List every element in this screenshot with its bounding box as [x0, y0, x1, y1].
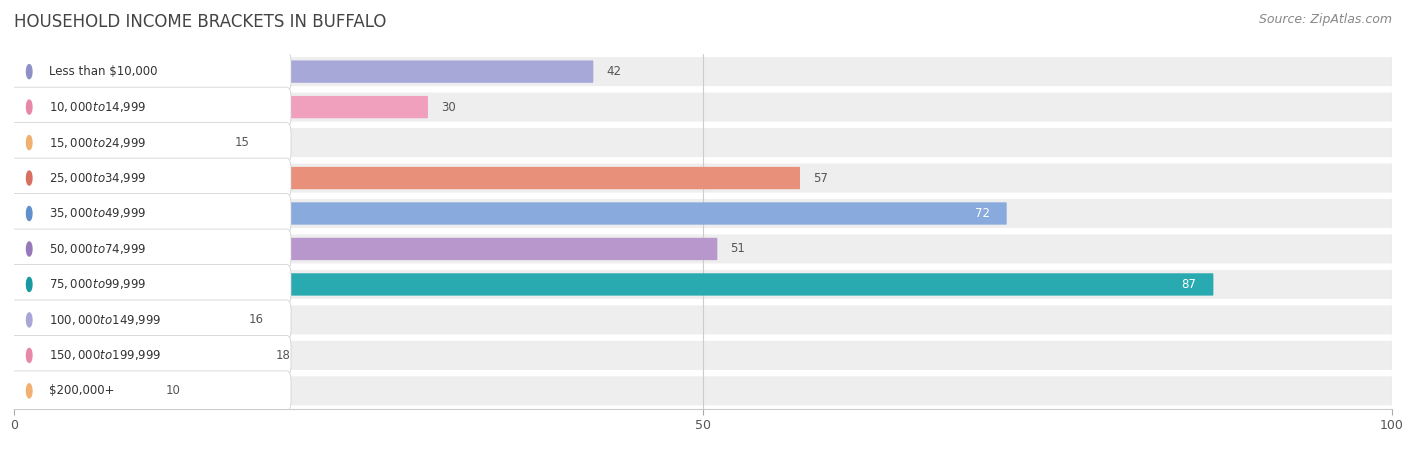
- FancyBboxPatch shape: [14, 167, 800, 189]
- FancyBboxPatch shape: [7, 335, 291, 375]
- FancyBboxPatch shape: [14, 234, 1392, 264]
- Text: 15: 15: [235, 136, 249, 149]
- FancyBboxPatch shape: [14, 96, 427, 118]
- Text: 16: 16: [249, 313, 263, 326]
- FancyBboxPatch shape: [14, 163, 1392, 193]
- FancyBboxPatch shape: [7, 158, 291, 198]
- FancyBboxPatch shape: [7, 264, 291, 304]
- FancyBboxPatch shape: [7, 87, 291, 127]
- Text: 87: 87: [1181, 278, 1197, 291]
- Circle shape: [27, 277, 32, 291]
- Text: 42: 42: [606, 65, 621, 78]
- FancyBboxPatch shape: [14, 92, 1392, 122]
- Text: $50,000 to $74,999: $50,000 to $74,999: [48, 242, 146, 256]
- Text: $15,000 to $24,999: $15,000 to $24,999: [48, 136, 146, 150]
- FancyBboxPatch shape: [14, 309, 235, 331]
- Text: HOUSEHOLD INCOME BRACKETS IN BUFFALO: HOUSEHOLD INCOME BRACKETS IN BUFFALO: [14, 13, 387, 31]
- FancyBboxPatch shape: [14, 132, 221, 154]
- Text: $200,000+: $200,000+: [48, 384, 114, 397]
- FancyBboxPatch shape: [7, 123, 291, 163]
- FancyBboxPatch shape: [14, 270, 1392, 299]
- Text: Source: ZipAtlas.com: Source: ZipAtlas.com: [1258, 13, 1392, 26]
- Circle shape: [27, 242, 32, 256]
- Text: 72: 72: [974, 207, 990, 220]
- FancyBboxPatch shape: [7, 194, 291, 233]
- Circle shape: [27, 100, 32, 114]
- Circle shape: [27, 313, 32, 327]
- FancyBboxPatch shape: [14, 61, 593, 83]
- Text: $25,000 to $34,999: $25,000 to $34,999: [48, 171, 146, 185]
- Text: Less than $10,000: Less than $10,000: [48, 65, 157, 78]
- FancyBboxPatch shape: [14, 202, 1007, 224]
- FancyBboxPatch shape: [7, 300, 291, 340]
- Text: 10: 10: [166, 384, 180, 397]
- FancyBboxPatch shape: [14, 199, 1392, 228]
- Text: 57: 57: [813, 172, 828, 185]
- Text: 30: 30: [441, 101, 456, 114]
- FancyBboxPatch shape: [14, 305, 1392, 335]
- FancyBboxPatch shape: [7, 229, 291, 269]
- FancyBboxPatch shape: [14, 376, 1392, 405]
- FancyBboxPatch shape: [7, 371, 291, 411]
- Text: $100,000 to $149,999: $100,000 to $149,999: [48, 313, 160, 327]
- Text: 18: 18: [276, 349, 291, 362]
- FancyBboxPatch shape: [14, 57, 1392, 86]
- Text: $10,000 to $14,999: $10,000 to $14,999: [48, 100, 146, 114]
- Text: $150,000 to $199,999: $150,000 to $199,999: [48, 348, 160, 362]
- Text: $75,000 to $99,999: $75,000 to $99,999: [48, 277, 146, 291]
- Circle shape: [27, 384, 32, 398]
- FancyBboxPatch shape: [14, 341, 1392, 370]
- Circle shape: [27, 136, 32, 150]
- FancyBboxPatch shape: [14, 273, 1213, 295]
- FancyBboxPatch shape: [7, 52, 291, 92]
- FancyBboxPatch shape: [14, 238, 717, 260]
- Circle shape: [27, 65, 32, 79]
- Text: $35,000 to $49,999: $35,000 to $49,999: [48, 207, 146, 220]
- FancyBboxPatch shape: [14, 344, 263, 366]
- Text: 51: 51: [731, 242, 745, 255]
- FancyBboxPatch shape: [14, 380, 152, 402]
- Circle shape: [27, 171, 32, 185]
- Circle shape: [27, 348, 32, 362]
- Circle shape: [27, 207, 32, 220]
- FancyBboxPatch shape: [14, 128, 1392, 157]
